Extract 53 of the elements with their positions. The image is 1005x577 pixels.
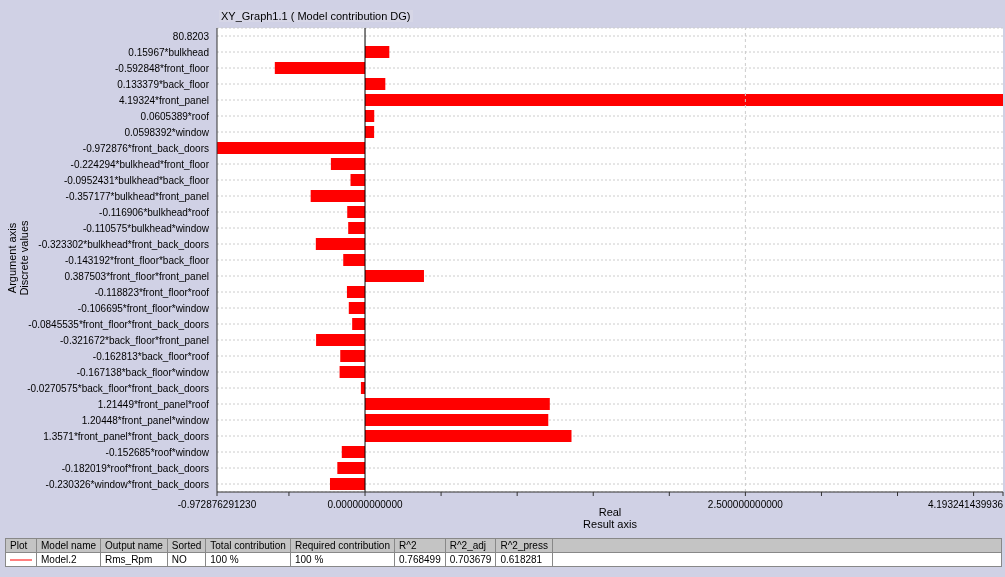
text: 0.768499 — [394, 552, 446, 567]
y-tick-label: 1.20448*front_panel*window — [81, 414, 210, 426]
text: Plot — [5, 538, 37, 553]
y-tick-label: -0.972876*front_back_doors — [82, 142, 209, 154]
y-tick-label: -0.110575*bulkhead*window — [82, 222, 210, 234]
y-tick-label: -0.116906*bulkhead*roof — [99, 206, 210, 218]
text: Sorted — [167, 538, 206, 553]
y-tick-label: -0.162813*back_floor*roof — [92, 350, 210, 362]
y-tick-label: 80.8203 — [172, 30, 210, 42]
y-tick-label: 0.0605389*roof — [140, 110, 210, 122]
y-tick-label: -0.230326*window*front_back_doors — [45, 478, 209, 490]
text: R^2_press — [495, 538, 553, 553]
text: Rms_Rpm — [100, 552, 168, 567]
text: 100 % — [205, 552, 291, 567]
text: 0.618281 — [495, 552, 553, 567]
x-tick-label: -0.972876291230 — [177, 499, 257, 510]
y-tick-label: -0.323302*bulkhead*front_back_doors — [38, 238, 209, 250]
y-tick-label: -0.182019*roof*front_back_doors — [61, 462, 209, 474]
y-tick-label: 4.19324*front_panel — [118, 94, 209, 106]
y-tick-label: 1.21449*front_panel*roof — [97, 398, 210, 410]
y-tick-label: -0.143192*front_floor*back_floor — [65, 254, 210, 266]
y-tick-label: 1.3571*front_panel*front_back_doors — [43, 430, 209, 442]
y-tick-label: 0.133379*back_floor — [117, 78, 210, 90]
y-tick-label: -0.321672*back_floor*front_panel — [60, 334, 209, 346]
y-tick-label: -0.357177*bulkhead*front_panel — [65, 190, 209, 202]
y-tick-label: -0.118823*front_floor*roof — [94, 286, 210, 298]
text: Required contribution — [290, 538, 395, 553]
y-tick-label: 0.15967*bulkhead — [128, 46, 209, 58]
text: 100 % — [290, 552, 395, 567]
y-tick-label: -0.167138*back_floor*window — [76, 366, 210, 378]
text: NO — [167, 552, 206, 567]
text: Total contribution — [205, 538, 291, 553]
y-tick-label: -0.106695*front_floor*window — [77, 302, 210, 314]
text: Model name — [36, 538, 101, 553]
y-tick-label: -0.0952431*bulkhead*back_floor — [63, 174, 210, 186]
text: 0.703679 — [445, 552, 496, 567]
text: R^2_adj — [445, 538, 496, 553]
x-tick-label: 0.000000000000 — [327, 499, 403, 510]
chart-title: XY_Graph1.1 ( Model contribution DG) — [219, 10, 413, 22]
y-tick-label: 0.0598392*window — [124, 126, 210, 138]
y-tick-label: -0.0845535*front_floor*front_back_doors — [28, 318, 209, 330]
x-tick-label: 4.193241439936 — [927, 499, 1004, 510]
y-tick-label: -0.0270575*back_floor*front_back_doors — [27, 382, 209, 394]
text: Model.2 — [36, 552, 101, 567]
x-axis-title: Real Result axis — [583, 506, 638, 530]
y-tick-label: 0.387503*front_floor*front_panel — [64, 270, 209, 282]
x-tick-label: 2.500000000000 — [707, 499, 784, 510]
y-tick-label: -0.592848*front_floor — [115, 62, 210, 74]
text: R^2 — [394, 538, 446, 553]
text: Output name — [100, 538, 168, 553]
y-tick-label: -0.152685*roof*window — [105, 446, 210, 458]
y-axis-title: Argument axis Discrete values — [6, 219, 30, 296]
y-tick-label: -0.224294*bulkhead*front_floor — [70, 158, 210, 170]
